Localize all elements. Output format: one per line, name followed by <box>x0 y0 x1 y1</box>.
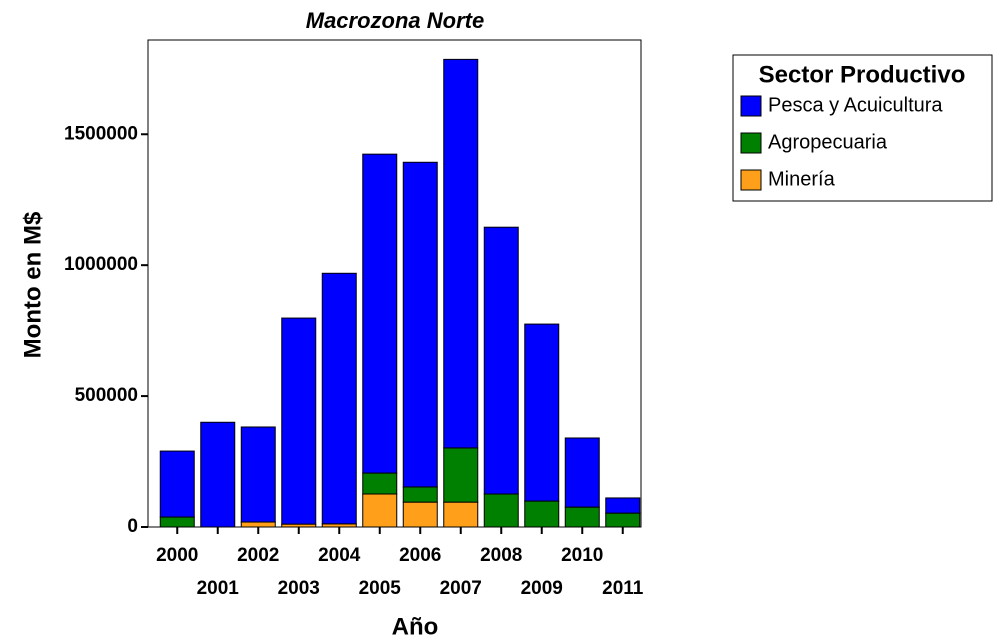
legend-swatch <box>740 132 762 154</box>
bar-segment <box>200 421 236 528</box>
legend-box <box>732 54 993 202</box>
y-axis-title: Monto en M$ <box>19 211 46 358</box>
legend-label: Agropecuaria <box>768 131 888 153</box>
x-tick-label: 2005 <box>359 578 402 599</box>
bar-segment <box>159 516 195 528</box>
bar-segment <box>524 323 560 502</box>
x-tick-label: 2002 <box>237 545 279 566</box>
legend-label: Minería <box>768 168 836 190</box>
x-tick-label: 2008 <box>480 545 522 566</box>
y-tick-label: 500000 <box>75 385 138 406</box>
bar-segment <box>524 500 560 528</box>
bar-segment <box>402 161 438 488</box>
bar-segment <box>483 226 519 495</box>
x-tick-label: 2011 <box>602 578 644 599</box>
bar-segment <box>564 437 600 508</box>
bar-segment <box>402 486 438 503</box>
bar-segment <box>281 317 317 525</box>
legend-swatch <box>740 169 762 191</box>
bar-segment <box>362 153 398 474</box>
y-tick-label: 0 <box>127 516 138 537</box>
bar-segment <box>443 447 479 503</box>
bar-segment <box>443 501 479 528</box>
x-tick-label: 2001 <box>197 578 240 599</box>
chart-title: Macrozona Norte <box>306 8 484 33</box>
legend-label: Pesca y Acuicultura <box>768 94 943 116</box>
x-tick-label: 2009 <box>521 578 563 599</box>
bar-segment <box>564 506 600 528</box>
bar-segment <box>483 493 519 528</box>
bar-segment <box>605 512 641 528</box>
y-tick-label: 1000000 <box>64 254 138 275</box>
bar-segment <box>362 493 398 528</box>
x-axis-title: Año <box>392 613 439 640</box>
bar-segment <box>605 497 641 514</box>
bar-segment <box>159 450 195 518</box>
bar-segment <box>321 272 357 525</box>
bar-segment <box>443 58 479 449</box>
legend-title: Sector Productivo <box>759 61 966 88</box>
x-tick-label: 2010 <box>561 545 603 566</box>
x-tick-label: 2007 <box>440 578 482 599</box>
x-tick-label: 2004 <box>318 545 361 566</box>
legend-swatch <box>740 95 762 117</box>
bar-segment <box>240 426 276 523</box>
x-tick-label: 2006 <box>399 545 441 566</box>
y-tick-label: 1500000 <box>64 123 138 144</box>
bar-segment <box>240 521 276 528</box>
bar-segment <box>402 501 438 528</box>
bar-segment <box>362 472 398 495</box>
x-tick-label: 2003 <box>278 578 320 599</box>
x-tick-label: 2000 <box>156 545 198 566</box>
